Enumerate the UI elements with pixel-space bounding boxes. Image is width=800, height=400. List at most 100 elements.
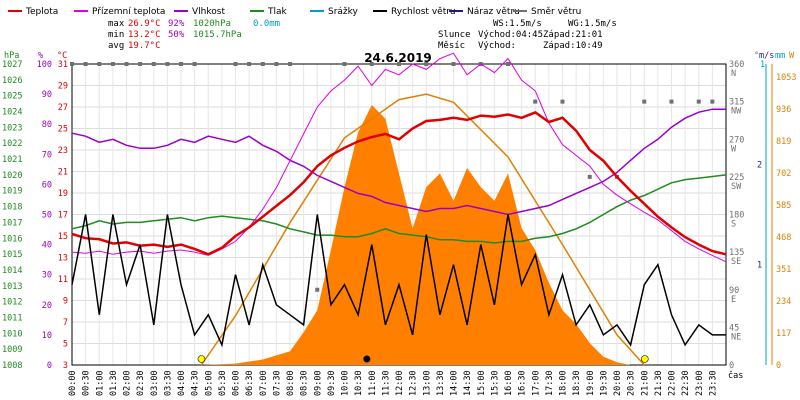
wind-direction-point [642, 99, 647, 104]
c-tick-label: 9 [63, 297, 68, 307]
time-tick-label: 07:00 [259, 370, 269, 396]
sunset-marker [640, 355, 649, 363]
time-tick-label: 11:00 [368, 370, 378, 396]
time-tick-label: 22:00 [668, 370, 678, 396]
pct-tick-label: 40 [42, 241, 52, 251]
dir-tick-compass: SW [731, 182, 742, 192]
pressure-line [71, 174, 727, 244]
c-tick-label: 3 [63, 361, 68, 371]
stat-min-label: min [108, 30, 124, 40]
stat-max-press: 1020hPa [193, 19, 231, 29]
w-tick-label: 702 [776, 169, 791, 179]
w-unit: W [789, 51, 795, 61]
wind-direction-point [342, 62, 347, 66]
pct-tick-label: 70 [42, 150, 52, 160]
c-tick-label: 15 [58, 232, 68, 242]
wind-direction-point [587, 174, 592, 179]
hpa-tick-label: 1018 [2, 203, 22, 213]
wind-direction-point [165, 62, 170, 66]
time-tick-label: 03:00 [150, 370, 160, 396]
wind-direction-point [124, 62, 129, 66]
time-tick-label: 18:30 [572, 370, 582, 396]
wind-direction-point [274, 62, 279, 66]
c-tick-label: 27 [58, 103, 68, 113]
c-tick-label: 31 [58, 60, 68, 70]
wind-direction-point [110, 62, 115, 66]
pct-tick-label: 100 [37, 60, 52, 70]
stats-block: max 26.9°C 92% 1020hPa 0.0mm min 13.2°C … [108, 19, 617, 51]
dir-tick-label: 0 [729, 361, 734, 371]
w-tick-label: 0 [776, 361, 781, 371]
time-tick-label: 21:00 [640, 370, 650, 396]
pct-tick-label: 0 [47, 361, 52, 371]
time-tick-label: 09:30 [327, 370, 337, 396]
wind-direction-point [533, 99, 538, 104]
w-tick-label: 936 [776, 105, 791, 115]
wind-direction-point [369, 62, 374, 66]
time-tick-label: 15:00 [477, 370, 487, 396]
wind-direction-point [315, 287, 320, 292]
time-tick-label: 13:30 [436, 370, 446, 396]
hpa-tick-label: 1010 [2, 329, 22, 339]
dir-tick-label: 135 [729, 248, 744, 258]
legend-label: Tlak [267, 7, 288, 17]
time-tick-label: 02:30 [136, 370, 146, 396]
stat-max-hum: 92% [168, 19, 185, 29]
plot-area: 1027102610251024102310221021102010191018… [2, 52, 796, 396]
hpa-unit: hPa [4, 51, 19, 61]
w-tick-label: 351 [776, 265, 791, 275]
legend-label: Směr větru [531, 7, 581, 17]
legend-label: Srážky [328, 7, 359, 17]
c-tick-label: 19 [58, 189, 68, 199]
dir-tick-label: 180 [729, 211, 744, 221]
hpa-tick-label: 1015 [2, 250, 22, 260]
hpa-tick-label: 1023 [2, 123, 22, 133]
mm-tick-label: 1 [760, 60, 765, 70]
hpa-tick-label: 1022 [2, 139, 22, 149]
hpa-tick-label: 1008 [2, 361, 22, 371]
dir-tick-compass: NW [731, 107, 742, 117]
wind-direction-point [247, 62, 252, 66]
wind-direction-point [397, 62, 401, 66]
hpa-tick-label: 1016 [2, 234, 22, 244]
w-tick-label: 117 [776, 329, 791, 339]
time-tick-label: 10:00 [341, 370, 351, 396]
dir-tick-label: 45 [729, 323, 739, 333]
dir-tick-compass: N [731, 69, 736, 79]
stat-min-temp: 13.2°C [128, 30, 161, 40]
wind-direction-point [669, 99, 674, 104]
time-tick-label: 10:30 [354, 370, 364, 396]
legend-label: Přízemní teplota [92, 7, 165, 17]
time-tick-label: 01:30 [109, 370, 119, 396]
w-tick-label: 819 [776, 137, 791, 147]
stat-max-temp: 26.9°C [128, 19, 161, 29]
time-tick-label: 09:00 [313, 370, 323, 396]
time-tick-label: 14:00 [450, 370, 460, 396]
time-tick-label: 13:00 [422, 370, 432, 396]
stat-sunrise: Východ:04:45 [478, 30, 543, 40]
ms-unit: m/s [759, 51, 774, 61]
hpa-tick-label: 1013 [2, 282, 22, 292]
w-tick-label: 1053 [776, 73, 796, 83]
dir-tick-label: 90 [729, 286, 739, 296]
hpa-tick-label: 1026 [2, 76, 22, 86]
c-tick-label: 5 [63, 340, 68, 350]
time-tick-label: 05:00 [204, 370, 214, 396]
stat-min-press: 1015.7hPa [193, 30, 242, 40]
pct-tick-label: 30 [42, 271, 52, 281]
theoretical-solar-line [200, 93, 645, 366]
time-tick-label: 20:00 [613, 370, 623, 396]
dir-tick-label: 360 [729, 60, 744, 70]
stat-wg: WG:1.5m/s [568, 19, 617, 29]
legend-label: Náraz větru [467, 7, 520, 17]
hpa-tick-label: 1011 [2, 313, 22, 323]
hpa-tick-label: 1009 [2, 345, 22, 355]
stat-avg-temp: 19.7°C [128, 41, 161, 51]
time-tick-label: 14:30 [463, 370, 473, 396]
w-tick-label: 585 [776, 201, 791, 211]
pct-tick-label: 80 [42, 120, 52, 130]
time-tick-label: 20:30 [627, 370, 637, 396]
hpa-tick-label: 1012 [2, 298, 22, 308]
hpa-tick-label: 1025 [2, 92, 22, 102]
